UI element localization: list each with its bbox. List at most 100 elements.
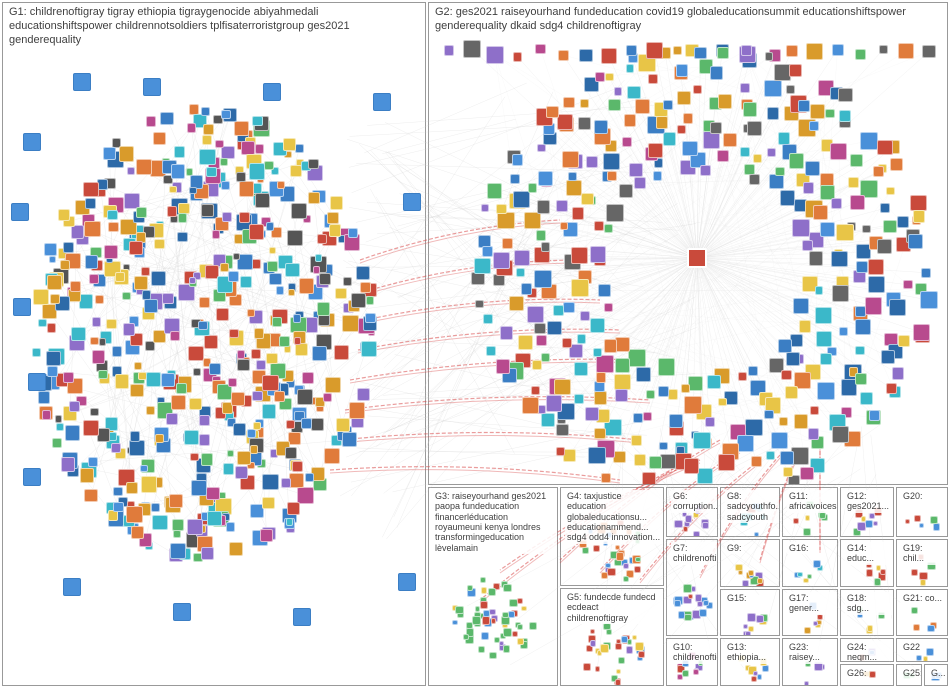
network-node[interactable] <box>319 273 331 285</box>
network-node[interactable] <box>832 44 844 56</box>
network-node[interactable] <box>126 482 138 494</box>
network-node[interactable] <box>693 85 702 94</box>
network-node[interactable] <box>558 50 569 61</box>
network-node[interactable] <box>480 577 487 584</box>
network-node[interactable] <box>718 398 727 407</box>
network-node[interactable] <box>187 123 196 132</box>
network-node[interactable] <box>839 110 851 122</box>
network-node[interactable] <box>572 207 584 219</box>
network-node[interactable] <box>97 179 108 190</box>
network-node[interactable] <box>855 346 865 356</box>
network-node[interactable] <box>786 45 798 57</box>
network-node[interactable] <box>262 474 278 490</box>
network-node[interactable] <box>868 259 884 275</box>
network-node[interactable] <box>577 334 587 344</box>
network-node[interactable] <box>800 467 813 480</box>
network-node[interactable] <box>616 552 624 560</box>
network-node[interactable] <box>588 447 606 465</box>
network-node[interactable] <box>151 271 165 285</box>
network-node[interactable] <box>113 502 124 513</box>
network-node[interactable] <box>861 516 867 522</box>
network-node[interactable] <box>308 192 319 203</box>
network-node[interactable] <box>771 432 789 450</box>
network-node[interactable] <box>178 213 188 223</box>
network-node[interactable] <box>46 351 61 366</box>
network-node[interactable] <box>583 663 591 671</box>
network-node[interactable] <box>513 191 530 208</box>
network-node[interactable] <box>905 519 910 524</box>
network-node[interactable] <box>510 174 520 184</box>
network-node[interactable] <box>188 346 204 362</box>
network-node[interactable] <box>481 632 490 641</box>
network-node[interactable] <box>601 473 612 484</box>
network-node[interactable] <box>269 247 276 254</box>
network-node[interactable] <box>488 588 496 596</box>
network-node[interactable] <box>574 362 588 376</box>
network-node[interactable] <box>816 331 832 347</box>
network-node[interactable] <box>804 681 809 686</box>
network-node[interactable] <box>933 523 941 531</box>
network-node[interactable] <box>527 306 544 323</box>
network-node[interactable] <box>255 193 270 208</box>
network-node[interactable] <box>348 228 358 238</box>
network-node[interactable] <box>757 674 763 680</box>
network-node[interactable] <box>191 480 207 496</box>
network-node[interactable] <box>65 425 80 440</box>
network-node[interactable] <box>55 415 62 422</box>
network-node[interactable] <box>266 222 275 231</box>
network-node[interactable] <box>656 116 668 128</box>
network-node[interactable] <box>325 377 341 393</box>
network-node[interactable] <box>233 423 246 436</box>
network-node[interactable] <box>297 389 313 405</box>
network-node[interactable] <box>317 302 331 316</box>
network-node[interactable] <box>881 350 895 364</box>
network-node[interactable] <box>668 389 679 400</box>
network-node[interactable] <box>115 272 125 282</box>
network-node[interactable] <box>146 372 161 387</box>
isolate-node[interactable] <box>63 578 81 596</box>
network-node[interactable] <box>571 247 587 263</box>
network-node[interactable] <box>804 627 811 634</box>
isolate-node[interactable] <box>73 73 91 91</box>
network-node[interactable] <box>221 110 230 119</box>
network-node[interactable] <box>129 440 145 456</box>
network-node[interactable] <box>775 167 785 177</box>
network-node[interactable] <box>234 121 249 136</box>
network-node[interactable] <box>753 671 759 677</box>
network-node[interactable] <box>813 205 828 220</box>
network-node[interactable] <box>264 161 274 171</box>
network-node[interactable] <box>295 144 304 153</box>
network-node[interactable] <box>199 149 215 165</box>
network-node[interactable] <box>594 428 606 440</box>
network-node[interactable] <box>786 85 795 94</box>
network-node[interactable] <box>920 579 927 586</box>
network-node[interactable] <box>99 338 106 345</box>
network-node[interactable] <box>562 151 579 168</box>
network-node[interactable] <box>860 392 873 405</box>
network-node[interactable] <box>199 297 210 308</box>
network-node[interactable] <box>629 163 643 177</box>
network-node[interactable] <box>189 187 197 195</box>
network-node[interactable] <box>144 299 158 313</box>
network-node[interactable] <box>634 454 646 466</box>
network-node[interactable] <box>908 234 923 249</box>
network-node[interactable] <box>141 476 157 492</box>
network-node[interactable] <box>700 165 711 176</box>
network-node[interactable] <box>810 406 819 415</box>
network-node[interactable] <box>623 576 629 582</box>
network-node[interactable] <box>509 296 524 311</box>
network-node[interactable] <box>49 256 57 264</box>
network-node[interactable] <box>69 401 81 413</box>
network-node[interactable] <box>600 644 609 653</box>
network-node[interactable] <box>626 45 637 56</box>
network-node[interactable] <box>682 670 689 677</box>
network-node[interactable] <box>111 443 121 453</box>
network-node[interactable] <box>764 80 781 97</box>
network-node[interactable] <box>869 410 880 421</box>
network-node[interactable] <box>32 348 41 357</box>
network-node[interactable] <box>694 47 707 60</box>
isolate-node[interactable] <box>143 78 161 96</box>
network-node[interactable] <box>38 391 50 403</box>
network-node[interactable] <box>873 521 878 526</box>
network-node[interactable] <box>489 652 496 659</box>
